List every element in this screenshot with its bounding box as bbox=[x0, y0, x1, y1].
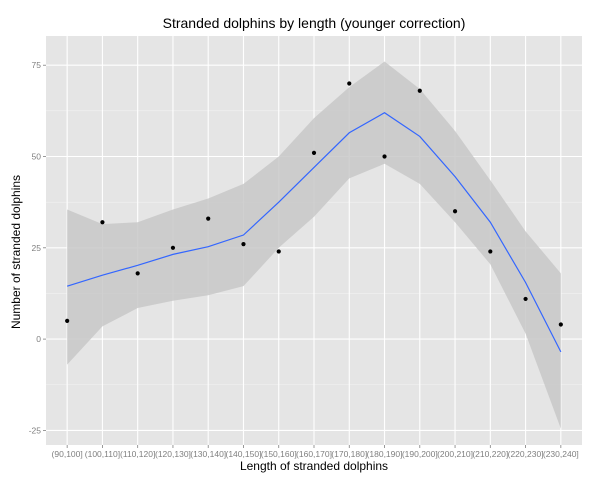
x-tick-label: (130,140] bbox=[190, 449, 226, 459]
data-point bbox=[100, 220, 105, 225]
x-axis-label: Length of stranded dolphins bbox=[240, 459, 388, 473]
y-tick-label: 0 bbox=[36, 334, 41, 344]
plot-area: -25 0 25 50 75 (90,100] (100,110] (110,120] (120… bbox=[29, 36, 582, 459]
data-point bbox=[523, 296, 528, 302]
x-tick-label: (230,240] bbox=[543, 449, 579, 459]
x-tick-label: (220,230] bbox=[508, 449, 544, 459]
x-tick-label: (140,150] bbox=[226, 449, 262, 459]
y-tick-label: 50 bbox=[32, 152, 42, 162]
data-point bbox=[170, 245, 176, 250]
x-tick-label: (100,110] bbox=[85, 449, 120, 459]
data-point bbox=[206, 216, 211, 221]
data-point bbox=[452, 209, 458, 214]
y-tick-label: 75 bbox=[32, 60, 42, 70]
confidence-ribbon bbox=[67, 61, 561, 429]
x-tick-label: (190,200] bbox=[402, 449, 438, 459]
smooth-line bbox=[66, 111, 562, 353]
data-point bbox=[382, 154, 387, 159]
x-tick-label: (160,170] bbox=[296, 449, 332, 459]
y-tick-label: 25 bbox=[32, 243, 42, 253]
x-tick-label: (150,160] bbox=[261, 449, 297, 459]
data-point bbox=[347, 81, 352, 86]
x-tick-label: (120,130] bbox=[155, 449, 191, 459]
x-tick-label: (200,210] bbox=[437, 449, 473, 459]
data-point bbox=[311, 150, 317, 155]
data-point bbox=[65, 318, 70, 323]
chart-title: Stranded dolphins by length (younger cor… bbox=[163, 15, 466, 31]
x-tick-label: (180,190] bbox=[367, 449, 403, 459]
data-point bbox=[276, 249, 281, 254]
data-point bbox=[558, 322, 563, 327]
y-tick-label: -25 bbox=[29, 425, 42, 435]
y-axis-label: Number of stranded dolphins bbox=[9, 175, 23, 329]
data-point bbox=[417, 88, 422, 93]
data-point bbox=[488, 249, 493, 254]
data-point bbox=[135, 271, 140, 276]
x-tick-label: (90,100] bbox=[52, 449, 83, 459]
x-tick-label: (170,180] bbox=[331, 449, 367, 459]
x-tick-label: (210,220] bbox=[472, 449, 508, 459]
x-tick-label: (110,120] bbox=[120, 449, 155, 459]
data-point bbox=[241, 242, 246, 247]
